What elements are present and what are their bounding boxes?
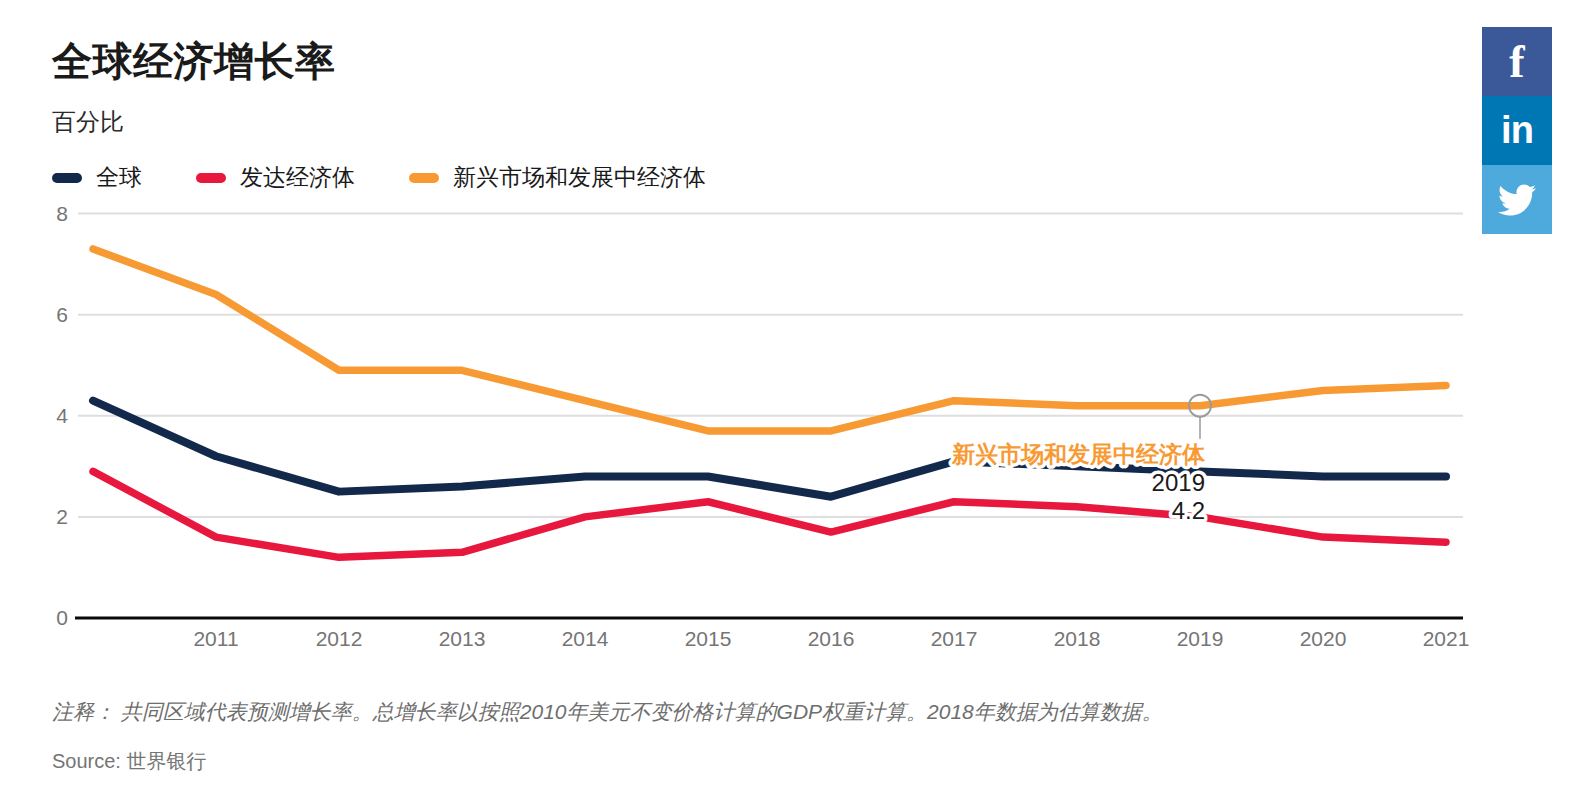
y-tick-label: 6 (56, 303, 68, 326)
x-tick-label: 2012 (316, 627, 363, 650)
tooltip-year-label: 2019 (1152, 469, 1205, 496)
x-tick-label: 2015 (685, 627, 732, 650)
x-tick-label: 2011 (193, 627, 238, 650)
chart-source: Source: 世界银行 (52, 748, 206, 775)
x-tick-label: 2019 (1177, 627, 1224, 650)
x-tick-label: 2018 (1054, 627, 1101, 650)
x-tick-label: 2016 (808, 627, 855, 650)
chart-note: 注释： 共同区域代表预测增长率。总增长率以按照2010年美元不变价格计算的GDP… (52, 698, 1452, 726)
y-tick-label: 0 (56, 606, 68, 629)
series-line-3 (93, 249, 1446, 431)
x-tick-label: 2014 (562, 627, 609, 650)
y-axis-tick-labels: 8 6 4 2 0 (56, 202, 68, 629)
y-tick-label: 8 (56, 202, 68, 225)
gridlines (75, 214, 1463, 618)
tooltip-value-label: 4.2 (1172, 497, 1205, 524)
series-lines (93, 249, 1446, 557)
x-tick-label: 2017 (931, 627, 978, 650)
x-tick-label: 2020 (1300, 627, 1347, 650)
x-tick-label: 2013 (439, 627, 486, 650)
y-tick-label: 2 (56, 505, 68, 528)
chart-page: 全球经济增长率 百分比 全球 发达经济体 新兴市场和发展中经济体 f in (0, 0, 1594, 800)
y-tick-label: 4 (56, 404, 68, 427)
x-tick-label: 2021 (1423, 627, 1470, 650)
growth-line-chart: 86420 2011201220132014201520162017201820… (0, 0, 1594, 800)
x-axis-tick-labels: 2011 2012 2013 2014 2015 2016 2017 2018 2019 2020… (193, 627, 1469, 650)
tooltip-series-label: 新兴市场和发展中经济体 (951, 441, 1206, 467)
